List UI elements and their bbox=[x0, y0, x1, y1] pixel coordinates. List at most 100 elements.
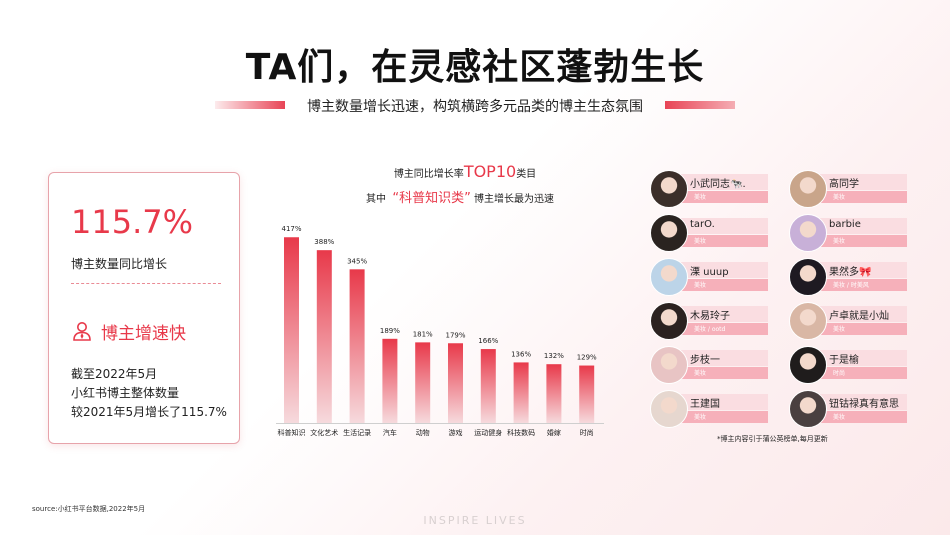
kol-name: 卢卓就是小灿 bbox=[829, 311, 889, 322]
kol-name: 于是榆 bbox=[829, 355, 859, 366]
kol-name: 果然多🎀 bbox=[829, 267, 872, 278]
kol-category-bar bbox=[676, 367, 768, 379]
category-label: 科技数码 bbox=[507, 428, 535, 437]
kol-card[interactable]: 于是榆时尚 bbox=[789, 346, 913, 384]
subtitle-decor-right bbox=[665, 101, 735, 109]
source-note: source:小红书平台数据,2022年5月 bbox=[32, 505, 146, 513]
kol-category-bar bbox=[676, 279, 768, 291]
kol-name-bar bbox=[815, 394, 907, 410]
kol-category: 美妆 bbox=[694, 282, 707, 289]
kol-name: barbie bbox=[829, 219, 861, 230]
desc-line-1: 截至2022年5月 bbox=[71, 367, 158, 381]
bar-时尚 bbox=[579, 365, 595, 423]
kol-list: 小武同志🐄. 美妆 高同学 美妆 tarO. 美妆 barbie 美妆溧 uuup 美妆 果然多🎀… bbox=[650, 170, 920, 430]
kol-category: 时尚 bbox=[833, 370, 846, 377]
kol-name: 王建国 bbox=[690, 399, 720, 410]
page-title: TA们，在灵感社区蓬勃生长 bbox=[245, 47, 705, 88]
kol-card[interactable]: 钮钴禄真有意思 美妆 bbox=[789, 390, 913, 428]
kol-category-bar bbox=[676, 235, 768, 247]
avatar bbox=[789, 214, 827, 252]
chart-subtitle-pre: 其中 bbox=[365, 194, 386, 205]
chart-title-highlight: TOP10 bbox=[463, 162, 517, 181]
category-label: 运动健身 bbox=[474, 428, 502, 437]
kol-name-bar bbox=[815, 306, 907, 322]
kol-name: tarO. bbox=[690, 219, 715, 230]
kol-card[interactable]: tarO. 美妆 bbox=[650, 214, 774, 252]
value-label: 129% bbox=[577, 354, 597, 362]
kol-name-bar bbox=[676, 306, 768, 322]
kol-name: 步枝一 bbox=[690, 355, 720, 366]
kol-category-bar bbox=[815, 323, 907, 335]
kol-category: 美妆 bbox=[833, 194, 846, 201]
category-label: 时尚 bbox=[580, 428, 594, 437]
bar-汽车 bbox=[382, 338, 398, 423]
category-label: 游戏 bbox=[449, 428, 463, 437]
value-label: 345% bbox=[347, 257, 367, 265]
bar-科技数码 bbox=[513, 362, 529, 423]
growth-description: 截至2022年5月 小红书博主整体数量 较2021年5月增长了115.7% bbox=[71, 365, 227, 422]
kol-card[interactable]: 溧 uuup 美妆 bbox=[650, 258, 774, 296]
growth-bar-chart: 417% 科普知识 388% 文化艺术 345% 生活记录 189% 汽车 181% 动物 179%… bbox=[276, 225, 604, 437]
chart-subtitle-post: 博主增长最为迅速 bbox=[474, 194, 555, 205]
bar-科普知识 bbox=[284, 237, 299, 423]
kol-card[interactable]: 步枝一 美妆 bbox=[650, 346, 774, 384]
avatar bbox=[650, 258, 688, 296]
chart-title-post: 类目 bbox=[516, 169, 537, 180]
category-label: 婚嫁 bbox=[547, 428, 561, 437]
value-label: 132% bbox=[544, 352, 564, 360]
kol-card[interactable]: 木易玲子 美妆 / ootd bbox=[650, 302, 774, 340]
kol-category: 美妆 bbox=[833, 238, 846, 245]
value-label: 189% bbox=[380, 327, 400, 335]
chart-subtitle-highlight: “科普知识类” bbox=[392, 191, 471, 206]
subtitle-row: 博主数量增长迅速，构筑横跨多元品类的博主生态氛围 bbox=[215, 96, 735, 116]
kol-note: *博主内容引于蒲公英榜单,每月更新 bbox=[717, 435, 828, 443]
avatar bbox=[789, 390, 827, 428]
kol-category: 美妆 bbox=[833, 414, 846, 421]
speed-title: 博主增速快 bbox=[101, 324, 186, 344]
kol-card[interactable]: 卢卓就是小灿美妆 bbox=[789, 302, 913, 340]
kol-name-bar bbox=[815, 262, 907, 278]
kol-category: 美妆 bbox=[833, 326, 846, 333]
kol-name-bar bbox=[676, 350, 768, 366]
subtitle: 博主数量增长迅速，构筑横跨多元品类的博主生态氛围 bbox=[307, 99, 643, 115]
value-label: 181% bbox=[413, 330, 433, 338]
avatar bbox=[789, 258, 827, 296]
kol-category-bar bbox=[815, 235, 907, 247]
avatar bbox=[650, 170, 688, 208]
category-label: 动物 bbox=[416, 428, 430, 437]
kol-card[interactable]: 高同学 美妆 bbox=[789, 170, 913, 208]
value-label: 166% bbox=[478, 337, 498, 345]
kol-category-bar bbox=[815, 411, 907, 423]
kol-name-bar bbox=[815, 174, 907, 190]
kol-name-bar bbox=[815, 350, 907, 366]
kol-name-bar bbox=[815, 218, 907, 234]
watermark: INSPIRE LIVES bbox=[423, 514, 527, 527]
growth-label: 博主数量同比增长 bbox=[71, 257, 168, 271]
avatar bbox=[650, 214, 688, 252]
avatar bbox=[650, 390, 688, 428]
kol-card[interactable]: 王建国 美妆 bbox=[650, 390, 774, 428]
kol-category-bar bbox=[676, 191, 768, 203]
person-shield-icon bbox=[73, 322, 91, 341]
value-label: 179% bbox=[445, 331, 465, 339]
bar-游戏 bbox=[448, 343, 463, 423]
kol-category-bar bbox=[676, 411, 768, 423]
kol-name-bar bbox=[676, 394, 768, 410]
kol-category-bar bbox=[815, 367, 907, 379]
category-label: 生活记录 bbox=[343, 428, 371, 437]
bar-动物 bbox=[415, 342, 431, 423]
avatar bbox=[789, 170, 827, 208]
kol-card[interactable]: barbie 美妆 bbox=[789, 214, 913, 252]
kol-card[interactable]: 小武同志🐄. 美妆 bbox=[650, 170, 774, 208]
kol-category: 美妆 / 时美风 bbox=[833, 282, 869, 289]
kol-name-bar bbox=[676, 174, 768, 190]
value-label: 417% bbox=[281, 225, 301, 233]
bar-文化艺术 bbox=[316, 250, 332, 423]
chart-title-pre: 博主同比增长率 bbox=[393, 169, 464, 180]
kol-category: 美妆 bbox=[694, 238, 707, 245]
kol-card[interactable]: 果然多🎀 美妆 / 时美风 bbox=[789, 258, 913, 296]
kol-name: 木易玲子 bbox=[690, 311, 730, 322]
category-label: 汽车 bbox=[383, 428, 397, 437]
subtitle-decor-left bbox=[215, 101, 285, 109]
avatar bbox=[789, 302, 827, 340]
